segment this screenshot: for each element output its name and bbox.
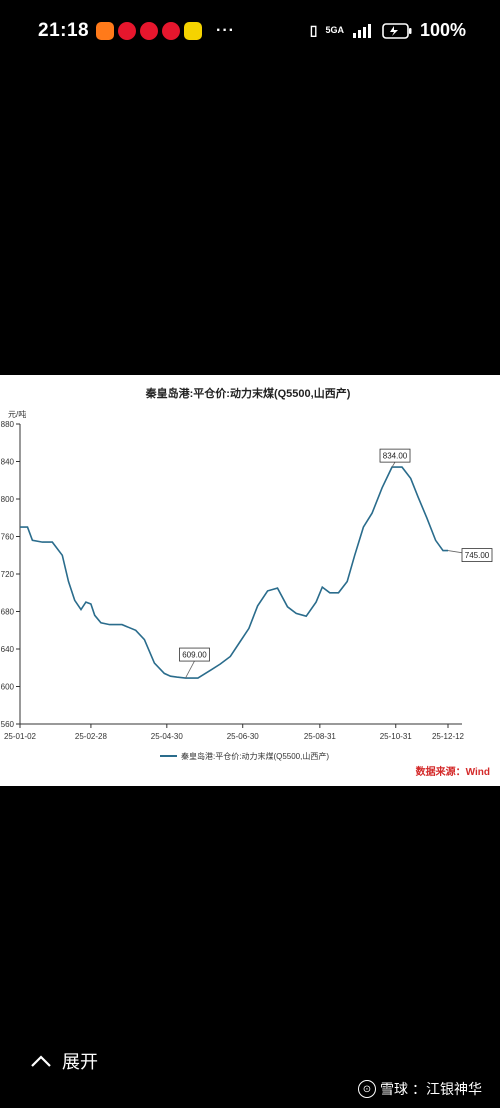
x-tick-label: 25-12-12 [432,732,465,741]
expand-button[interactable]: 展开 [30,1048,98,1074]
xueqiu-logo-icon: ⊙ [358,1080,376,1098]
series-line [20,466,448,679]
x-tick-label: 25-10-31 [380,732,413,741]
y-tick-label: 600 [1,683,15,692]
y-axis-unit: 元/吨 [8,409,26,419]
y-tick-label: 760 [1,533,15,542]
y-tick-label: 720 [1,570,15,579]
y-tick-label: 840 [1,458,15,467]
notification-icons: ··· [96,22,235,40]
weibo-icon [140,22,158,40]
system-status: ▯ 5GA 100% [310,20,466,41]
y-tick-label: 680 [1,608,15,617]
y-tick-label: 640 [1,645,15,654]
clock: 21:18 [38,20,90,41]
annotation-box [179,647,210,662]
signal-icon [352,23,371,38]
x-tick-label: 25-01-02 [4,732,37,741]
weibo-icon [118,22,136,40]
battery-icon [382,22,412,39]
network-label: 5GA [325,25,344,35]
annotation-leader [391,461,396,468]
chart-annotations: 834.00 609.00 745.00 [179,448,493,679]
annotation-label: 609.00 [182,651,207,660]
annotation-box [379,448,411,463]
legend-label: 秦皇岛港:平仓价:动力末煤(Q5500,山西产) [181,751,329,761]
calendar-app-icon [184,22,202,40]
annotation-box [461,548,493,562]
data-source: 数据来源：Wind [416,765,490,778]
chevron-up-icon [31,1055,51,1067]
chart-legend: 秦皇岛港:平仓价:动力末煤(Q5500,山西产) [160,751,329,761]
more-notifications-icon: ··· [216,22,235,39]
weibo-icon [162,22,180,40]
watermark-footer: ⊙ 雪球 ：江银神华 [358,1079,482,1099]
footer-brand: 雪球 [380,1081,408,1097]
x-tick-label: 25-04-30 [151,732,184,741]
chart-image[interactable]: 秦皇岛港:平仓价:动力末煤(Q5500,山西产) 元/吨 560 600 640 68… [0,375,500,786]
annotation-label: 834.00 [383,452,408,461]
chart-title: 秦皇岛港:平仓价:动力末煤(Q5500,山西产) [145,386,351,400]
chart-axes: 560 600 640 680 720 760 800 840 880 25-01-02 25-02… [1,420,465,741]
line-chart: 秦皇岛港:平仓价:动力末煤(Q5500,山西产) 元/吨 560 600 640 68… [1,386,493,778]
y-tick-label: 800 [1,495,15,504]
x-tick-label: 25-08-31 [304,732,337,741]
y-tick-label: 880 [1,420,15,429]
annotation-leader [185,660,195,679]
y-tick-label: 560 [1,720,15,729]
vibrate-icon: ▯ [309,22,318,38]
battery-percent: 100% [419,20,466,40]
status-bar: 21:18 ··· ▯ 5GA 100% [0,0,500,64]
expand-label: 展开 [62,1052,98,1072]
x-tick-label: 25-06-30 [227,732,260,741]
footer-author: ：江银神华 [412,1081,482,1097]
annotation-label: 745.00 [465,551,490,560]
chart-series [20,466,448,679]
x-tick-label: 25-02-28 [75,732,108,741]
heart-app-icon [96,22,114,40]
